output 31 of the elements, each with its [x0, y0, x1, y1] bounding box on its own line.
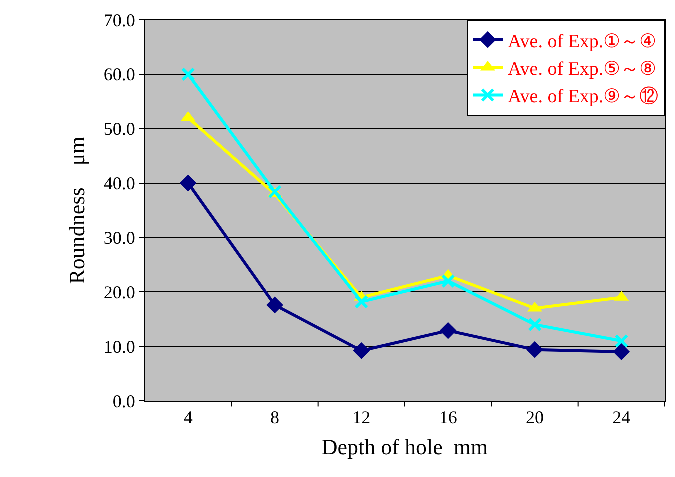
point [526, 341, 544, 358]
legend-label: Ave. of Exp.①～④ [508, 31, 657, 52]
legend-label: Ave. of Exp.⑨～⑫ [508, 86, 659, 108]
y-tick-label: 60.0 [104, 64, 136, 85]
x-tick-label: 16 [439, 408, 458, 428]
point [266, 296, 284, 314]
point [354, 294, 369, 309]
point [528, 318, 542, 332]
y-tick-label: 50.0 [104, 119, 136, 140]
y-tick-label: 20.0 [104, 282, 136, 302]
x-tick-label: 4 [184, 408, 193, 428]
x-tick-label: 20 [526, 408, 544, 428]
point [353, 342, 370, 360]
point [181, 67, 196, 82]
x-axis-title: Depth of hole mm [322, 434, 488, 460]
legend-label: Ave. of Exp.⑤～⑧ [508, 58, 657, 80]
x-tick-label: 12 [352, 408, 371, 428]
y-axis-title: Roundness μm [64, 136, 90, 284]
point [613, 344, 630, 360]
y-tick-label: 70.0 [104, 10, 136, 30]
y-tick-label: 10.0 [104, 336, 136, 357]
x-tick-label: 24 [612, 408, 631, 428]
point [180, 174, 197, 192]
point [268, 184, 282, 199]
point [440, 322, 457, 340]
y-tick-label: 0.0 [112, 391, 136, 412]
point [441, 274, 456, 288]
y-tick-label: 30.0 [104, 228, 136, 248]
x-tick-label: 8 [270, 408, 280, 428]
point [614, 334, 629, 348]
y-tick-label: 40.0 [104, 174, 136, 194]
